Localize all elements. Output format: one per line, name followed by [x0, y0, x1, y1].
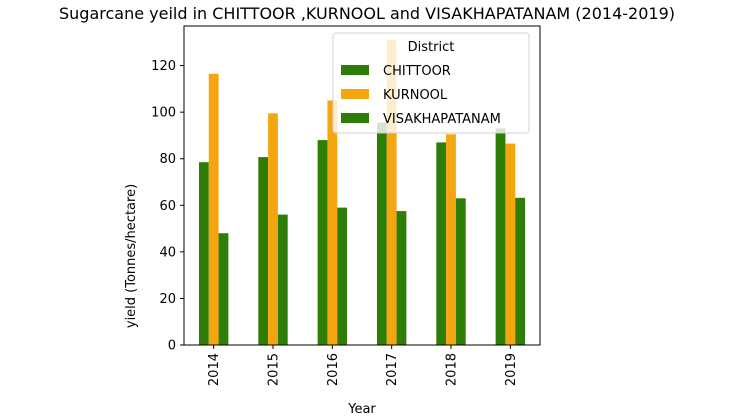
bar-kurnool-2017 — [386, 39, 397, 345]
bar-visakhapatanam-2015 — [277, 214, 288, 345]
legend-swatch-kurnool — [341, 89, 369, 99]
bar-kurnool-2019 — [505, 143, 516, 345]
x-tick-label: 2016 — [326, 353, 341, 386]
bar-chittoor-2018 — [436, 142, 447, 345]
y-tick-label: 40 — [159, 245, 176, 260]
bars-group — [198, 39, 526, 345]
legend-label-visakhapatanam: VISAKHAPATANAM — [383, 112, 501, 127]
legend-label-chittoor: CHITTOOR — [383, 64, 451, 79]
plot-frame — [183, 25, 541, 346]
legend-box — [332, 32, 530, 134]
axes-group: 0 20 40 60 80 100 120 2014 2015 2016 2017 2018 2019 — [151, 25, 541, 386]
y-tick-label: 0 — [168, 339, 176, 354]
y-tick-label: 120 — [151, 59, 176, 74]
bar-visakhapatanam-2016 — [337, 207, 348, 345]
x-tick-label: 2014 — [207, 353, 222, 386]
legend-swatch-visakhapatanam — [341, 113, 369, 123]
x-tick-label: 2019 — [504, 353, 519, 386]
bar-visakhapatanam-2018 — [455, 198, 466, 345]
bar-kurnool-2016 — [327, 100, 338, 345]
y-tick-label: 20 — [159, 292, 176, 307]
x-tick-label: 2015 — [267, 353, 282, 386]
bar-visakhapatanam-2017 — [396, 211, 407, 345]
bar-chittoor-2017 — [376, 122, 387, 345]
bar-chittoor-2019 — [495, 128, 506, 345]
legend-title: District — [408, 40, 455, 55]
legend-swatch-chittoor — [341, 65, 369, 75]
bar-visakhapatanam-2014 — [218, 233, 229, 345]
legend: District CHITTOOR KURNOOL VISAKHAPATANAM — [332, 32, 530, 134]
y-axis-label: yield (Tonnes/hectare) — [124, 184, 139, 328]
x-tick-label: 2018 — [445, 353, 460, 386]
bar-chittoor-2015 — [258, 157, 269, 345]
y-tick-label: 60 — [159, 199, 176, 214]
bar-kurnool-2018 — [446, 134, 456, 345]
x-axis-label: Year — [347, 402, 376, 416]
bar-visakhapatanam-2019 — [515, 197, 526, 345]
bar-chittoor-2016 — [317, 140, 328, 345]
y-tick-label: 100 — [151, 106, 176, 121]
x-tick-label: 2017 — [385, 353, 400, 386]
chart-title: Sugarcane yeild in CHITTOOR ,KURNOOL and… — [59, 4, 675, 23]
bar-kurnool-2014 — [208, 73, 219, 345]
legend-label-kurnool: KURNOOL — [383, 88, 448, 103]
y-tick-label: 80 — [159, 152, 176, 167]
bar-kurnool-2015 — [268, 113, 278, 345]
bar-chittoor-2014 — [198, 162, 209, 345]
